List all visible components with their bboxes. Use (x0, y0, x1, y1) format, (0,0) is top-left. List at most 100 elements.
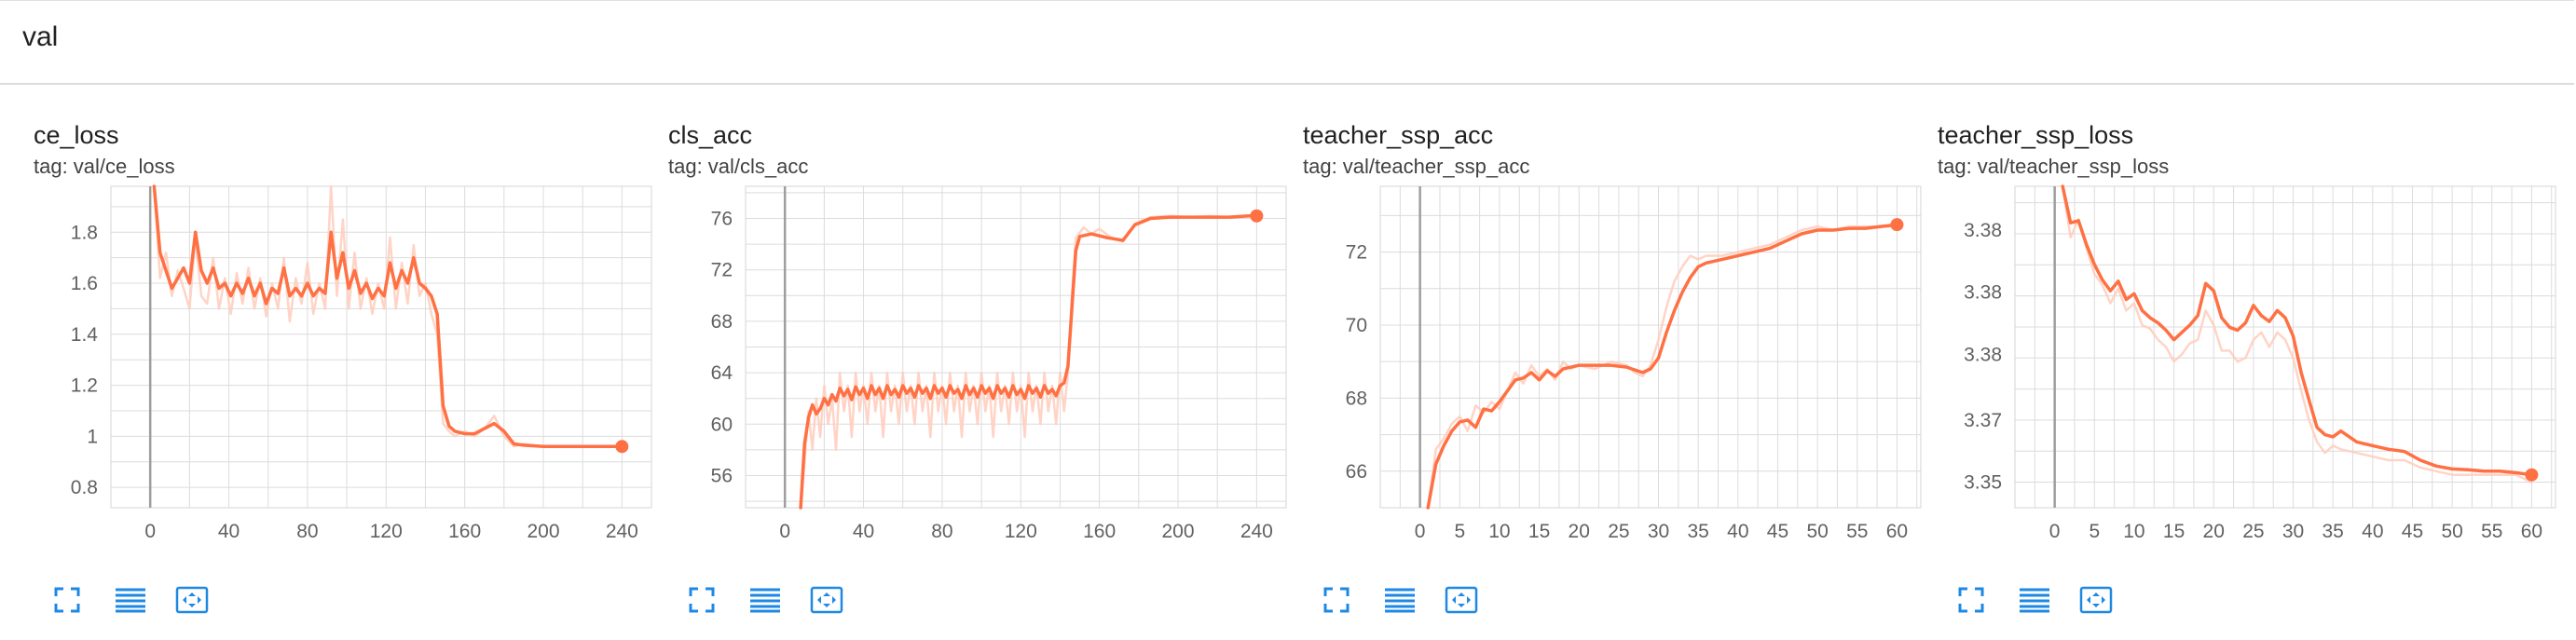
x-tick-label: 40 (2362, 521, 2383, 542)
toggle-data-table-button[interactable] (745, 581, 786, 619)
y-tick-label: 1.4 (71, 324, 99, 346)
x-tick-label: 55 (2481, 521, 2502, 542)
last-value-marker[interactable] (1890, 218, 1904, 232)
toggle-data-table-icon (116, 588, 145, 613)
toggle-data-table-icon (750, 588, 780, 613)
group-title: val (22, 21, 59, 52)
series-line-raw (1426, 225, 1898, 510)
chart-plot[interactable]: 0 5 10 15 20 25 30 35 40 45 50 55 60 66 68 70 72 (1292, 185, 1944, 559)
y-tick-label: 1 (87, 426, 98, 447)
x-tick-label: 10 (1488, 521, 1510, 542)
chart-plot[interactable]: 0 5 10 15 20 25 30 35 40 45 50 55 60 3.35 3.37 3.38 3.38… (1926, 184, 2576, 559)
y-tick-label: 66 (1346, 461, 1367, 483)
x-tick-label: 5 (2089, 521, 2100, 542)
fit-to-screen-button[interactable] (683, 581, 724, 619)
chart-plot[interactable]: 0 40 80 120 160 200 240 0.8 1 1.2 1.4 1.6 1.8 (22, 184, 675, 559)
last-value-marker[interactable] (615, 440, 629, 454)
chart-toolbar (683, 579, 847, 620)
x-tick-label: 120 (370, 521, 403, 542)
x-tick-label: 15 (2163, 521, 2185, 542)
toggle-y-axis-icon (810, 586, 843, 614)
y-tick-label: 76 (711, 209, 733, 230)
x-tick-label: 45 (2402, 521, 2423, 542)
toggle-y-axis-button[interactable] (806, 581, 847, 619)
fit-to-screen-icon (1323, 587, 1350, 613)
x-tick-label: 30 (2282, 521, 2304, 542)
series-line-smoothed (1426, 223, 1899, 510)
x-tick-label: 35 (2322, 521, 2343, 542)
toggle-data-table-button[interactable] (110, 581, 151, 619)
series-line-smoothed (799, 213, 1259, 510)
chart-card-teacher-ssp-loss: teacher_ssp_loss tag: val/teacher_ssp_lo… (1926, 112, 2556, 633)
x-tick-label: 0 (2049, 521, 2061, 542)
x-tick-label: 30 (1648, 521, 1669, 542)
fit-to-screen-button[interactable] (1318, 581, 1359, 619)
x-tick-label: 60 (1886, 521, 1908, 542)
plot-frame (110, 185, 652, 509)
x-tick-label: 45 (1767, 521, 1788, 542)
fit-to-screen-button[interactable] (48, 581, 89, 619)
chart-tag: tag: val/cls_acc (668, 155, 809, 178)
x-tick-label: 0 (1415, 521, 1426, 542)
y-tick-label: 60 (711, 414, 733, 435)
x-tick-label: 55 (1846, 521, 1868, 542)
toggle-data-table-button[interactable] (2014, 581, 2055, 619)
chart-title: cls_acc (668, 121, 753, 149)
fit-to-screen-button[interactable] (1953, 581, 1994, 619)
chart-card-ce-loss: ce_loss tag: val/ce_loss 0 40 80 120 160 200 2… (22, 112, 652, 633)
x-tick-label: 25 (1608, 521, 1629, 542)
series-line-raw (2061, 184, 2533, 483)
y-tick-label: 3.37 (1964, 410, 2002, 431)
x-tick-label: 10 (2123, 521, 2144, 542)
toggle-y-axis-button[interactable] (171, 581, 212, 619)
y-tick-label: 1.8 (71, 222, 98, 243)
chart-tag: tag: val/teacher_ssp_loss (1938, 155, 2170, 178)
last-value-marker[interactable] (2525, 468, 2539, 482)
y-tick-label: 3.38 (1964, 282, 2002, 304)
toggle-y-axis-button[interactable] (1441, 581, 1482, 619)
series-line-raw (799, 214, 1258, 510)
y-tick-label: 70 (1346, 315, 1367, 336)
x-tick-label: 200 (1161, 521, 1194, 542)
y-tick-label: 72 (1346, 242, 1367, 264)
y-tick-label: 72 (711, 260, 733, 281)
x-tick-label: 240 (606, 521, 638, 542)
x-tick-label: 40 (1727, 521, 1748, 542)
toggle-y-axis-icon (1445, 586, 1478, 614)
toggle-data-table-icon (2020, 588, 2049, 613)
chart-card-teacher-ssp-acc: teacher_ssp_acc tag: val/teacher_ssp_acc… (1292, 112, 1922, 633)
chart-title: ce_loss (34, 121, 119, 149)
toggle-y-axis-button[interactable] (2076, 581, 2117, 619)
y-tick-label: 3.38 (1964, 344, 2002, 365)
x-tick-label: 50 (2441, 521, 2462, 542)
x-tick-label: 5 (1454, 521, 1465, 542)
fit-to-screen-icon (54, 587, 80, 613)
series-line-raw (153, 184, 623, 448)
chart-toolbar (1953, 579, 2117, 620)
x-tick-label: 200 (527, 521, 559, 542)
x-tick-label: 35 (1687, 521, 1708, 542)
chart-plot[interactable]: 0 40 80 120 160 200 240 56 60 64 68 72 76 (657, 185, 1309, 559)
run-group-header: val (0, 0, 2574, 85)
y-tick-label: 0.8 (71, 477, 98, 498)
toggle-data-table-icon (1385, 588, 1415, 613)
x-tick-label: 120 (1005, 521, 1037, 542)
series-line-smoothed (2061, 184, 2534, 477)
y-tick-label: 56 (711, 466, 733, 487)
chart-toolbar (48, 579, 212, 620)
x-tick-label: 0 (779, 521, 790, 542)
toggle-data-table-button[interactable] (1379, 581, 1420, 619)
y-tick-label: 68 (711, 311, 733, 333)
y-tick-label: 64 (711, 362, 733, 384)
x-tick-label: 80 (296, 521, 318, 542)
plot-frame (2014, 185, 2556, 509)
plot-frame (1379, 185, 1922, 509)
x-tick-label: 20 (2203, 521, 2225, 542)
x-tick-label: 240 (1240, 521, 1273, 542)
x-tick-label: 160 (1083, 521, 1116, 542)
x-tick-label: 80 (931, 521, 952, 542)
chart-card-cls-acc: cls_acc tag: val/cls_acc 0 40 80 120 160 200 2… (657, 112, 1287, 633)
y-tick-label: 3.38 (1964, 220, 2002, 241)
x-tick-label: 25 (2242, 521, 2264, 542)
last-value-marker[interactable] (1250, 209, 1264, 223)
